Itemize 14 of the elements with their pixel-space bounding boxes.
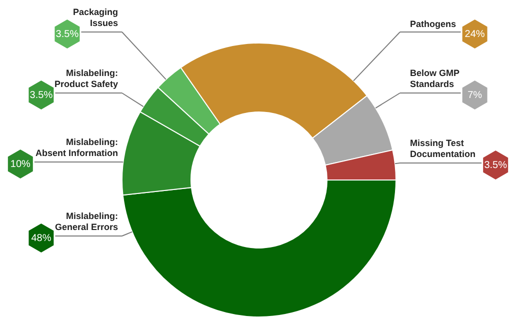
data-label: 48%	[31, 233, 52, 244]
slice-label: Mislabeling: Product Safety	[54, 68, 118, 89]
slice-label: Below GMP Standards	[410, 68, 460, 89]
data-label: 10%	[10, 159, 31, 170]
data-label: 3.5%	[484, 160, 508, 171]
data-label: 3.5%	[56, 29, 79, 40]
data-label: 7%	[468, 90, 482, 101]
slice-label: Missing Test Documentation	[410, 138, 476, 159]
slice-label: Mislabeling: General Errors	[54, 211, 118, 232]
slice-label: Packaging Issues	[72, 7, 118, 28]
slice-label: Mislabeling: Absent Information	[36, 137, 118, 158]
data-label: 3.5%	[30, 90, 53, 101]
slice-label: Pathogens	[410, 19, 456, 29]
data-label: 24%	[464, 29, 485, 40]
